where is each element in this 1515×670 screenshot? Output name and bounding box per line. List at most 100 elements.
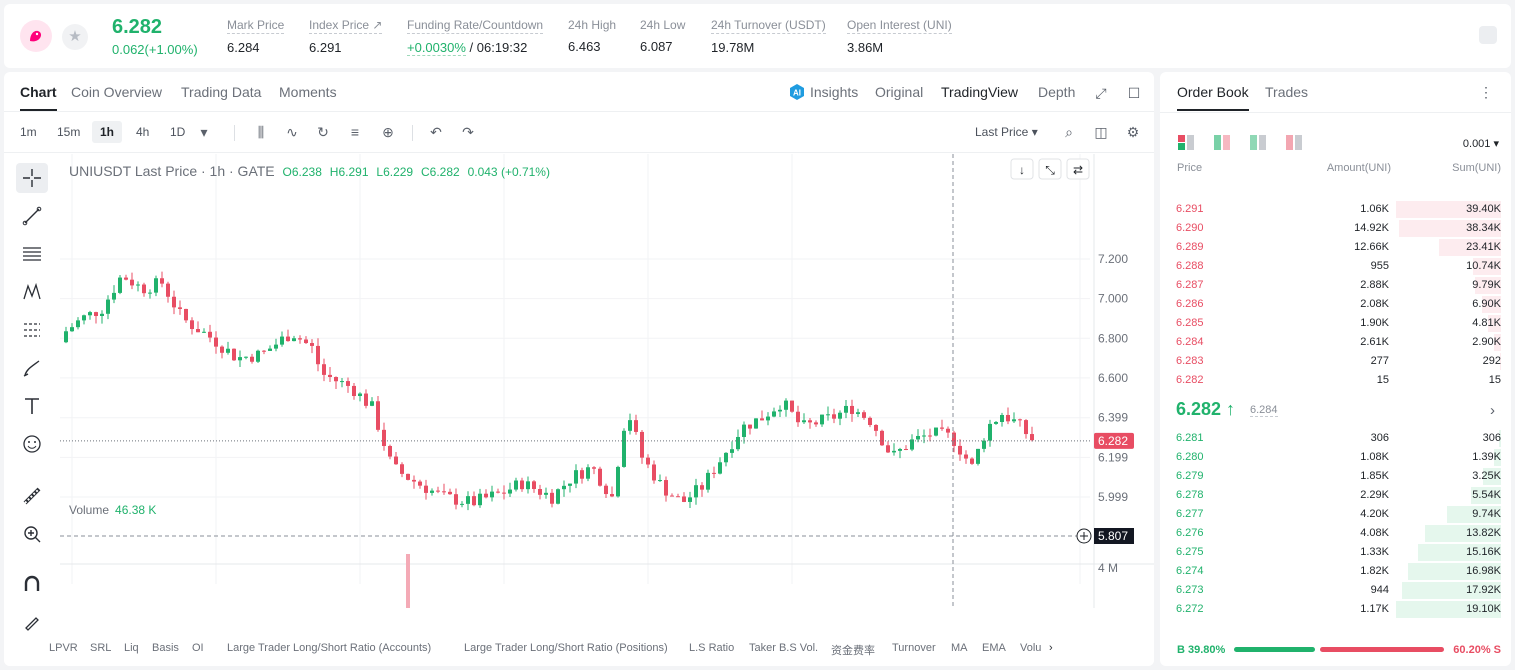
gear-icon[interactable]: ⚙ xyxy=(1126,124,1140,140)
book-icon[interactable] xyxy=(1479,26,1497,44)
price-cell: 6.285 xyxy=(1176,317,1204,329)
bid-row[interactable]: 6.281 306 306 xyxy=(1160,429,1511,448)
indicator-srl[interactable]: SRL xyxy=(90,642,112,654)
book-view-icons[interactable] xyxy=(1178,134,1308,152)
indicator-ls-ratio[interactable]: L.S Ratio xyxy=(689,642,735,654)
candles-icon[interactable]: ⫼ xyxy=(257,124,265,140)
pattern-tool-icon[interactable] xyxy=(16,277,48,307)
scroll-down-icon-bg xyxy=(1010,158,1034,180)
indicator-liq[interactable]: Liq xyxy=(124,642,139,654)
indicator-funding-rate[interactable]: 资金费率 xyxy=(831,645,875,657)
indicator-turnover[interactable]: Turnover xyxy=(892,642,936,654)
tab-trades[interactable]: Trades xyxy=(1265,84,1309,100)
magnet-tool-icon[interactable] xyxy=(16,569,48,599)
amount-cell: 1.06K xyxy=(1360,203,1389,215)
indicators-icon[interactable]: ∿ xyxy=(286,124,298,140)
mode-depth[interactable]: Depth xyxy=(1038,84,1076,100)
timeframe-1m[interactable]: 1m xyxy=(20,125,37,139)
indicator-large-trader-accounts[interactable]: Large Trader Long/Short Ratio (Accounts) xyxy=(227,642,432,654)
indicator-large-trader-positions[interactable]: Large Trader Long/Short Ratio (Positions… xyxy=(464,642,668,654)
candlestick-chart[interactable]: 6.282 7.200 7.000 6.800 6.600 6.399 6.199 5.999… xyxy=(60,154,1154,608)
redo-icon[interactable]: ↷ xyxy=(462,124,474,140)
price-cell: 6.287 xyxy=(1176,279,1204,291)
mode-insights[interactable]: Insights xyxy=(810,84,859,100)
stat-open-interest[interactable]: Open Interest (UNI) 3.86M xyxy=(847,18,952,55)
stat-index-price[interactable]: Index Price ↗ 6.291 xyxy=(309,18,383,55)
timeframe-1h[interactable]: 1h xyxy=(92,121,123,143)
tab-moments[interactable]: Moments xyxy=(279,84,337,100)
zoom-tool-icon[interactable] xyxy=(16,519,48,549)
indicator-volume[interactable]: Volu xyxy=(1020,642,1042,654)
bid-row[interactable]: 6.280 1.08K 1.39K xyxy=(1160,448,1511,467)
tab-order-book[interactable]: Order Book xyxy=(1177,84,1249,111)
mode-original[interactable]: Original xyxy=(875,84,924,100)
bid-row[interactable]: 6.272 1.17K 19.10K xyxy=(1160,600,1511,619)
timeframe-15m[interactable]: 15m xyxy=(57,125,81,139)
text-tool-icon[interactable] xyxy=(16,391,48,421)
amount-cell: 1.17K xyxy=(1360,603,1389,615)
replay-icon[interactable]: ↻ xyxy=(317,124,329,140)
expand-icon[interactable]: ⤢ xyxy=(1095,85,1107,101)
price-type-select[interactable]: Last Price ▾ xyxy=(975,125,1038,139)
stat-24h-turnover[interactable]: 24h Turnover (USDT) 19.78M xyxy=(711,18,826,55)
ask-row[interactable]: 6.288 955 10.74K xyxy=(1160,257,1511,276)
brush-tool-icon[interactable] xyxy=(16,353,48,383)
ask-row[interactable]: 6.282 15 15 xyxy=(1160,371,1511,390)
candle-body xyxy=(238,357,242,361)
ask-row[interactable]: 6.291 1.06K 39.40K xyxy=(1160,200,1511,219)
chevron-right-icon[interactable]: › xyxy=(1049,642,1053,654)
ask-row[interactable]: 6.290 14.92K 38.34K xyxy=(1160,219,1511,238)
timeframe-4h[interactable]: 4h xyxy=(136,125,150,139)
add-indicator-icon[interactable]: ⊕ xyxy=(382,124,394,140)
bid-row[interactable]: 6.273 944 17.92K xyxy=(1160,581,1511,600)
last-price: 6.282 xyxy=(112,16,163,38)
indicator-ma[interactable]: MA xyxy=(951,642,968,654)
tab-coin-overview[interactable]: Coin Overview xyxy=(71,84,163,100)
ask-row[interactable]: 6.284 2.61K 2.90K xyxy=(1160,333,1511,352)
bid-row[interactable]: 6.278 2.29K 5.54K xyxy=(1160,486,1511,505)
ask-row[interactable]: 6.287 2.88K 9.79K xyxy=(1160,276,1511,295)
indicator-ema[interactable]: EMA xyxy=(982,642,1006,654)
window-icon[interactable]: ☐ xyxy=(1127,85,1141,101)
ask-row[interactable]: 6.283 277 292 xyxy=(1160,352,1511,371)
amount-cell: 1.33K xyxy=(1360,546,1389,558)
chevron-right-icon[interactable]: › xyxy=(1490,402,1495,419)
bid-row[interactable]: 6.279 1.85K 3.25K xyxy=(1160,467,1511,486)
prediction-tool-icon[interactable] xyxy=(16,315,48,345)
bid-row[interactable]: 6.276 4.08K 13.82K xyxy=(1160,524,1511,543)
ask-row[interactable]: 6.286 2.08K 6.90K xyxy=(1160,295,1511,314)
candle-body xyxy=(304,339,308,344)
indicator-taker-vol[interactable]: Taker B.S Vol. xyxy=(749,642,819,654)
trendline-tool-icon[interactable] xyxy=(16,201,48,231)
lock-tool-icon[interactable] xyxy=(16,607,48,637)
precision-select[interactable]: 0.001 ▾ xyxy=(1462,138,1499,150)
chevron-down-icon[interactable]: ▾ xyxy=(200,124,208,140)
fib-tool-icon[interactable] xyxy=(16,239,48,269)
indicator-lpvr[interactable]: LPVR xyxy=(49,642,78,654)
crosshair-tool-icon[interactable] xyxy=(16,163,48,193)
ask-row[interactable]: 6.285 1.90K 4.81K xyxy=(1160,314,1511,333)
templates-icon[interactable]: ≡ xyxy=(350,124,360,140)
indicator-oi[interactable]: OI xyxy=(192,642,204,654)
bid-row[interactable]: 6.274 1.82K 16.98K xyxy=(1160,562,1511,581)
stat-funding-rate[interactable]: Funding Rate/Countdown +0.0030% / 06:19:… xyxy=(407,18,544,56)
tab-chart[interactable]: Chart xyxy=(20,84,57,111)
tab-trading-data[interactable]: Trading Data xyxy=(181,84,262,100)
favorite-star-icon[interactable]: ★ xyxy=(62,24,88,50)
emoji-tool-icon[interactable] xyxy=(16,429,48,459)
timeframe-1d[interactable]: 1D xyxy=(170,125,186,139)
search-icon[interactable]: ⌕ xyxy=(1065,124,1073,140)
indicator-basis[interactable]: Basis xyxy=(152,642,179,654)
ohlc-close: C6.282 xyxy=(420,165,460,179)
bid-row[interactable]: 6.275 1.33K 15.16K xyxy=(1160,543,1511,562)
ruler-tool-icon[interactable] xyxy=(16,481,48,511)
stat-mark-price[interactable]: Mark Price 6.284 xyxy=(227,18,285,55)
more-icon[interactable]: ⋮ xyxy=(1479,84,1493,100)
ask-row[interactable]: 6.289 12.66K 23.41K xyxy=(1160,238,1511,257)
bid-row[interactable]: 6.277 4.20K 9.74K xyxy=(1160,505,1511,524)
camera-icon[interactable]: ◫ xyxy=(1094,124,1108,140)
candle-body xyxy=(1006,414,1010,422)
mode-tradingview[interactable]: TradingView xyxy=(941,84,1019,100)
candle-body xyxy=(658,480,662,482)
undo-icon[interactable]: ↶ xyxy=(430,124,442,140)
